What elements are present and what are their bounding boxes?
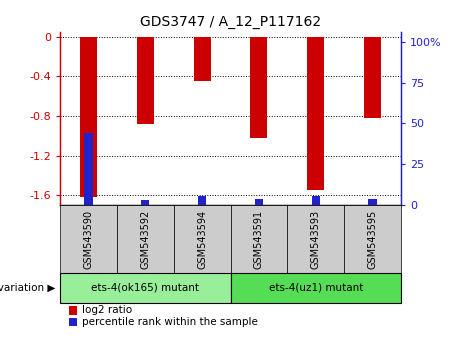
Bar xyxy=(84,133,93,205)
Bar xyxy=(364,37,381,118)
Text: ets-4(ok165) mutant: ets-4(ok165) mutant xyxy=(91,282,199,293)
Text: GSM543591: GSM543591 xyxy=(254,209,264,269)
Text: percentile rank within the sample: percentile rank within the sample xyxy=(82,317,258,327)
Text: ets-4(uz1) mutant: ets-4(uz1) mutant xyxy=(269,282,363,293)
Title: GDS3747 / A_12_P117162: GDS3747 / A_12_P117162 xyxy=(140,16,321,29)
Bar xyxy=(254,199,263,205)
Bar xyxy=(141,200,149,205)
Text: log2 ratio: log2 ratio xyxy=(82,306,132,315)
Bar xyxy=(198,195,207,205)
Bar xyxy=(194,37,211,81)
Bar xyxy=(250,37,267,138)
Bar xyxy=(136,37,154,124)
Text: GSM543592: GSM543592 xyxy=(140,209,150,269)
Text: genotype/variation ▶: genotype/variation ▶ xyxy=(0,282,55,293)
Text: GSM543593: GSM543593 xyxy=(311,209,321,269)
Text: GSM543595: GSM543595 xyxy=(367,209,378,269)
Bar xyxy=(368,199,377,205)
Bar xyxy=(307,37,324,190)
Text: GSM543590: GSM543590 xyxy=(83,209,94,269)
Text: GSM543594: GSM543594 xyxy=(197,209,207,269)
Bar xyxy=(80,37,97,198)
Bar xyxy=(312,195,320,205)
